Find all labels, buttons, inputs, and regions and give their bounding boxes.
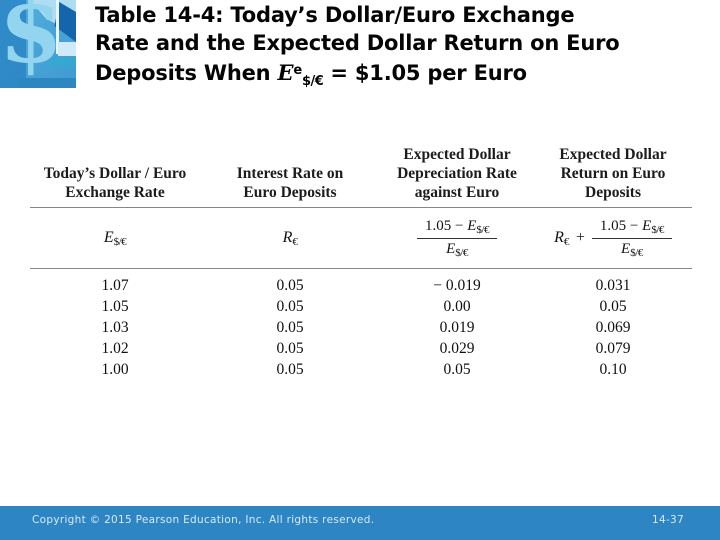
table-data-section: 1.07 0.05 − 0.019 0.031 1.05 0.05 0.00 0… <box>30 269 692 380</box>
logo-bottom-strip <box>18 78 76 88</box>
header-line: Return on Euro <box>560 165 666 182</box>
logo-left-band <box>0 0 26 88</box>
cell-interest-rate: 0.05 <box>276 298 304 315</box>
cell-interest-rate: 0.05 <box>276 361 304 378</box>
fraction: 1.05 − E$/€ E$/€ <box>417 218 497 259</box>
cell-interest-rate: 0.05 <box>276 319 304 336</box>
R-symbol: R <box>282 228 293 246</box>
slide-title: Table 14-4: Today’s Dollar/Euro Exchange… <box>95 2 715 96</box>
col-header-exchange-rate: Today’s Dollar / Euro Exchange Rate <box>30 164 200 202</box>
formula-depreciation-fraction: 1.05 − E$/€ E$/€ <box>380 218 534 259</box>
col-header-depreciation-rate: Expected Dollar Depreciation Rate agains… <box>380 145 534 202</box>
title-line-3: Deposits When Ee$/€ = $1.05 per Euro <box>95 57 715 96</box>
title-line-1: Table 14-4: Today’s Dollar/Euro Exchange <box>95 3 575 27</box>
table-row: 1.03 0.05 0.019 0.069 <box>30 317 692 338</box>
table-rule-top <box>30 207 692 208</box>
cell-exchange-rate: 1.05 <box>101 298 129 315</box>
fraction-numerator: 1.05 − E$/€ <box>591 217 672 239</box>
plus-sign: + <box>575 229 585 246</box>
col-header-interest-rate: Interest Rate on Euro Deposits <box>200 164 380 202</box>
cell-exchange-rate: 1.03 <box>101 319 129 336</box>
cell-depreciation: 0.029 <box>439 340 475 357</box>
table-row: 1.02 0.05 0.029 0.079 <box>30 338 692 359</box>
formula-exchange-rate: E$/€ <box>30 229 200 248</box>
table-row: 1.07 0.05 − 0.019 0.031 <box>30 275 692 296</box>
E-symbol: E <box>467 217 477 234</box>
header-line: Exchange Rate <box>65 184 165 201</box>
fraction-denominator: E$/€ <box>592 239 672 259</box>
cell-return: 0.10 <box>599 361 627 378</box>
title-line-2: Rate and the Expected Dollar Return on E… <box>95 30 620 55</box>
numerator-text: 1.05 − <box>599 217 643 234</box>
E-symbol: E <box>621 240 631 257</box>
cell-depreciation: 0.00 <box>443 298 471 315</box>
table-row: 1.05 0.05 0.00 0.05 <box>30 296 692 317</box>
logo-gap <box>56 0 59 54</box>
pearson-logo: $ <box>0 0 76 88</box>
cell-depreciation: 0.019 <box>439 319 475 336</box>
E-symbol: E <box>642 217 652 234</box>
fraction-denominator: E$/€ <box>417 239 497 259</box>
logo-bar-teal <box>50 58 76 67</box>
cell-depreciation: 0.05 <box>443 361 471 378</box>
dollar-euro-subscript: $/€ <box>301 74 324 89</box>
exchange-rate-symbol: E <box>277 60 294 85</box>
numerator-text: 1.05 − <box>425 217 468 234</box>
expected-superscript: e <box>293 63 302 78</box>
cell-return: 0.031 <box>595 277 631 294</box>
title-line3-tail: = $1.05 per Euro <box>323 61 527 85</box>
R-subscript: € <box>563 235 570 248</box>
E-subscript: $/€ <box>651 223 664 236</box>
header-line: against Euro <box>414 184 500 201</box>
cell-exchange-rate: 1.02 <box>101 340 129 357</box>
E-subscript: $/€ <box>455 246 468 259</box>
header-line: Depreciation Rate <box>397 165 517 182</box>
page-number: 14-37 <box>651 514 684 526</box>
table-row: 1.00 0.05 0.05 0.10 <box>30 359 692 380</box>
copyright-text: Copyright © 2015 Pearson Education, Inc.… <box>32 514 375 526</box>
header-line: Euro Deposits <box>243 184 337 201</box>
footer-bar: Copyright © 2015 Pearson Education, Inc.… <box>0 506 720 540</box>
cell-return: 0.05 <box>599 298 627 315</box>
R-term: R€ <box>554 229 569 248</box>
E-subscript: $/€ <box>476 223 489 236</box>
cell-return: 0.069 <box>595 319 631 336</box>
cell-interest-rate: 0.05 <box>276 277 304 294</box>
cell-exchange-rate: 1.07 <box>101 277 129 294</box>
table-rule-mid <box>30 268 692 269</box>
E-subscript: $/€ <box>630 246 643 259</box>
E-symbol: E <box>446 240 456 257</box>
header-line: Today’s Dollar / Euro <box>43 165 187 182</box>
cell-depreciation: − 0.019 <box>433 277 481 294</box>
title-line3-text: Deposits When <box>95 61 278 85</box>
cell-return: 0.079 <box>595 340 631 357</box>
R-subscript: € <box>292 235 298 248</box>
header-line: Expected Dollar <box>403 146 511 163</box>
formula-interest-rate: R€ <box>200 229 380 248</box>
fraction-numerator: 1.05 − E$/€ <box>417 218 497 239</box>
logo-bar-light <box>58 42 76 56</box>
col-header-dollar-return: Expected Dollar Return on Euro Deposits <box>534 145 692 202</box>
cell-interest-rate: 0.05 <box>276 340 304 357</box>
fraction: 1.05 − E$/€ E$/€ <box>591 217 672 259</box>
dollar-sign-icon: $ <box>0 0 64 84</box>
header-line: Interest Rate on <box>236 165 344 182</box>
formula-return-sum: R€ + 1.05 − E$/€ E$/€ <box>534 218 692 259</box>
table-header-row: Today’s Dollar / Euro Exchange Rate Inte… <box>30 144 692 207</box>
table-formula-row: E$/€ R€ 1.05 − E$/€ E$/€ R€ + 1.05 − E$/… <box>30 208 692 268</box>
cell-exchange-rate: 1.00 <box>101 361 129 378</box>
header-line: Expected Dollar <box>559 146 667 163</box>
E-subscript: $/€ <box>113 235 127 248</box>
header-line: Deposits <box>585 184 641 201</box>
E-symbol: E <box>103 228 114 246</box>
R-symbol: R <box>554 228 564 246</box>
exchange-table: Today’s Dollar / Euro Exchange Rate Inte… <box>30 144 692 380</box>
